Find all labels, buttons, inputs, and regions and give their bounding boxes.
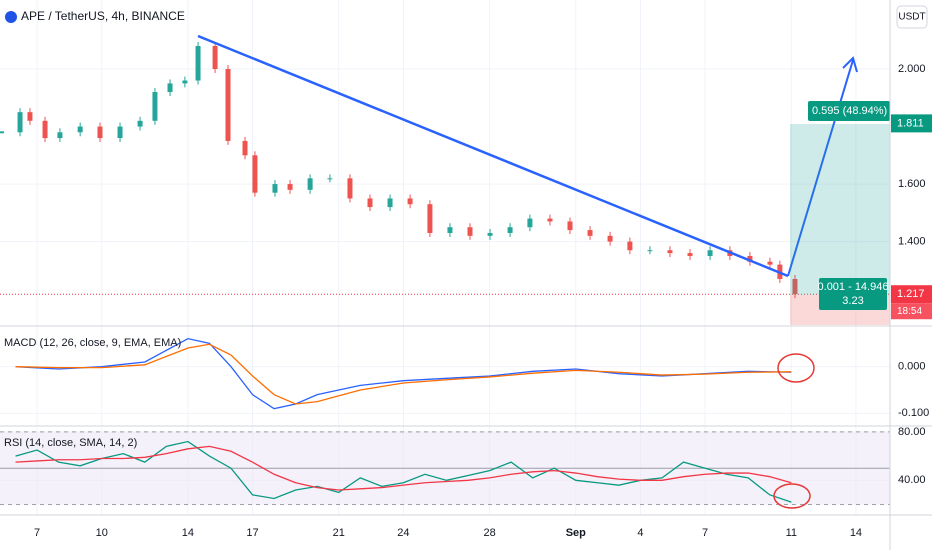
x-tick-label: 28 [483,527,495,539]
ratio-label: 0.001 - 14.946 [818,281,889,293]
candle-body [57,132,63,139]
x-tick-label: 21 [333,527,345,539]
candle-body [27,112,33,121]
y-tick-label: 40.00 [898,474,926,486]
indicator-line [15,440,792,503]
x-tick-label: 7 [34,527,40,539]
x-tick-label: 24 [397,527,409,539]
candle-body [137,120,143,127]
candle-body [407,198,413,205]
candle-body [747,255,753,262]
price-tag [891,114,932,133]
x-tick-label: 14 [850,527,862,539]
target-label-box [808,101,890,121]
candle-body [427,204,433,233]
hand-circle [777,353,815,383]
y-tick-label: -0.100 [898,407,929,419]
target-label: 0.595 (48.94%) 19.8 [812,105,912,117]
x-tick-label: 14 [182,527,194,539]
price-tag-label: 1.811 [897,117,924,129]
candle-body [547,218,553,222]
candle-body [77,126,83,133]
x-tick-label: 10 [96,527,108,539]
symbol-title: APE / TetherUS, 4h, BINANCE [21,9,185,23]
candle-body [507,227,513,233]
countdown: 18:54 [897,306,922,317]
macd-title: MACD (12, 26, close, 9, EMA, EMA) [4,337,181,349]
indicator-line [15,343,792,405]
x-tick-label: 7 [702,527,708,539]
candle-body [347,178,353,199]
candle-body [167,83,173,93]
candle-body [272,184,278,193]
arrow-head [842,56,858,73]
indicator-line [15,445,792,491]
candle-body [667,250,673,254]
price-tag-label: 1.217 [897,288,925,300]
y-tick-label: 2.000 [898,63,926,75]
target-zone [790,124,890,295]
currency-button[interactable] [896,5,928,29]
candle-body [707,250,713,256]
trend-line [197,34,789,278]
price-tag [891,285,932,304]
candle-body [467,227,473,236]
candle-body [182,80,188,84]
candle-body [195,46,201,81]
candle-body [42,120,48,139]
y-tick-label: 0.000 [898,361,926,373]
currency[interactable]: USDT [898,12,925,23]
countdown-box [891,303,932,320]
symbol-icon [5,11,17,23]
rsi-title: RSI (14, close, SMA, 14, 2) [4,437,137,449]
candle-body [687,253,693,256]
candle-body [287,184,293,190]
x-tick-label: 4 [637,527,643,539]
candle-body [647,250,653,252]
candle-body [767,261,773,265]
y-tick-label: 1.400 [898,235,926,247]
candle-body [97,126,103,139]
x-tick-label: Sep [566,527,586,539]
candle-body [447,227,453,233]
y-tick-label: 1.600 [898,178,926,190]
indicator-line [15,337,792,410]
ratio-box [819,278,887,310]
candle-body [367,198,373,208]
candle-body [327,178,333,180]
arrow-line [787,59,854,277]
x-tick-label: 11 [786,527,797,539]
x-tick-label: 17 [246,527,258,539]
candle-body [487,232,493,236]
candle-body [627,241,633,251]
candle-body [212,46,218,70]
candle-body [17,112,23,133]
candle-body [792,278,798,295]
candle-body [225,69,231,141]
hand-circle [773,483,811,509]
candle-body [527,218,533,228]
candle-body [307,178,313,190]
candle-body [242,140,248,156]
rr-label: 3.23 [842,295,863,307]
candle-body [567,221,573,231]
candle-body [587,230,593,236]
y-tick-label: 80.00 [898,426,926,438]
candle-body [607,235,613,242]
candle-body [252,155,258,193]
candle-body [152,92,158,121]
candle-body [117,126,123,139]
candle-body [387,198,393,208]
